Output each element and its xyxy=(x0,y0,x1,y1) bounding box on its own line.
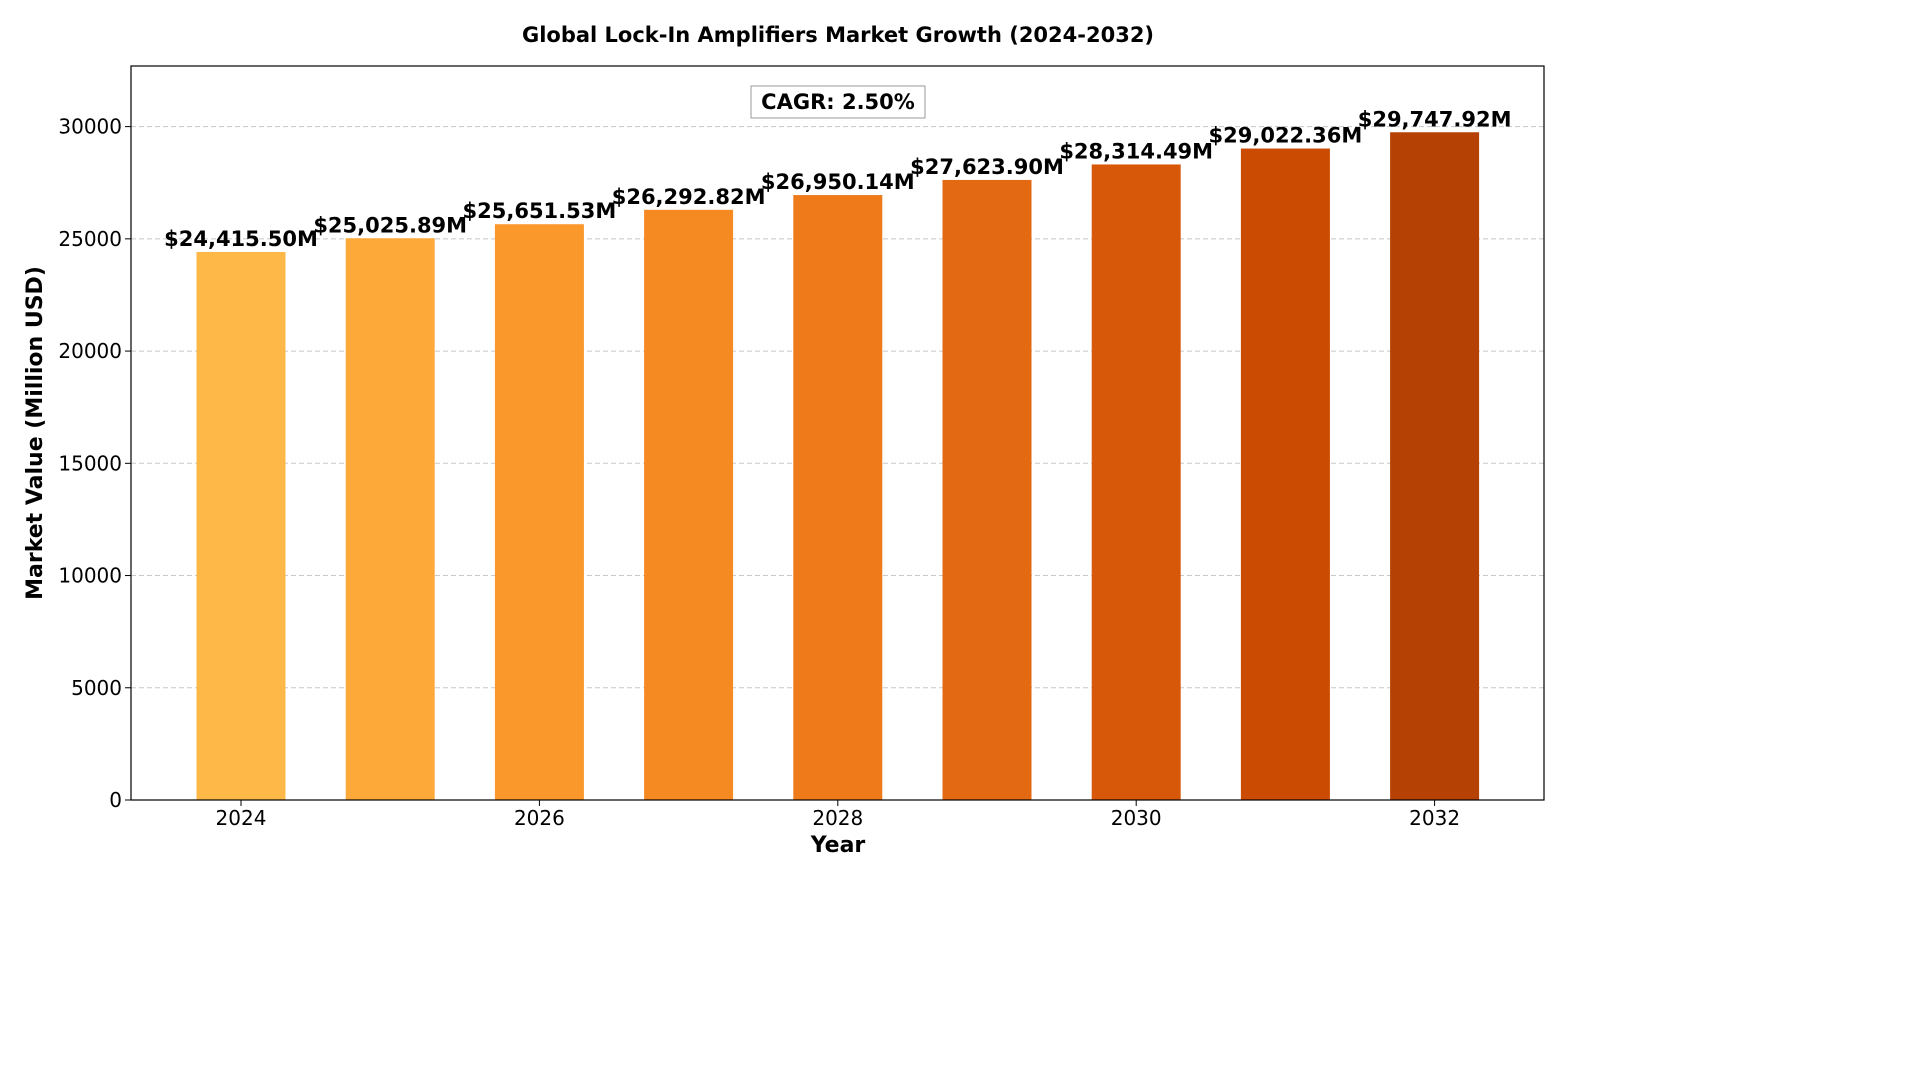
cagr-label: CAGR: 2.50% xyxy=(761,90,915,114)
bar-2026 xyxy=(494,224,584,800)
bars xyxy=(196,132,1480,801)
data-labels: $24,415.50M$25,025.89M$25,651.53M$26,292… xyxy=(164,107,1511,251)
x-axis-label: Year xyxy=(810,833,866,858)
bar-chart: Global Lock-In Amplifiers Market Growth … xyxy=(23,23,1545,858)
data-label-2032: $29,747.92M xyxy=(1358,107,1512,131)
chart-title: Global Lock-In Amplifiers Market Growth … xyxy=(522,23,1154,47)
y-tick-label: 10000 xyxy=(58,564,122,588)
data-label-2024: $24,415.50M xyxy=(164,227,318,251)
x-tick-label: 2030 xyxy=(1111,806,1162,830)
bar-2029 xyxy=(942,179,1032,800)
x-tick-label: 2026 xyxy=(514,806,565,830)
y-tick-label: 15000 xyxy=(58,451,122,475)
y-tick-label: 5000 xyxy=(71,676,122,700)
y-tick-label: 30000 xyxy=(58,115,122,139)
bar-2028 xyxy=(793,195,883,800)
bar-2025 xyxy=(345,238,435,800)
data-label-2025: $25,025.89M xyxy=(313,213,467,237)
data-label-2027: $26,292.82M xyxy=(612,185,766,209)
cagr-box xyxy=(750,85,926,119)
data-label-2030: $28,314.49M xyxy=(1059,139,1213,163)
x-tick-label: 2032 xyxy=(1409,806,1460,830)
data-label-2029: $27,623.90M xyxy=(910,155,1064,179)
data-label-2026: $25,651.53M xyxy=(463,199,617,223)
y-tick-label: 0 xyxy=(109,788,122,812)
x-ticks: 2024 2026 2028 2030 2032 xyxy=(216,800,1460,830)
cagr-annotation: CAGR: 2.50% xyxy=(750,85,926,119)
y-tick-label: 20000 xyxy=(58,339,122,363)
x-tick-label: 2028 xyxy=(812,806,863,830)
data-label-2031: $29,022.36M xyxy=(1209,124,1363,148)
x-tick-label: 2024 xyxy=(216,806,267,830)
bar-2027 xyxy=(644,209,734,800)
y-ticks: 0 5000 10000 15000 20000 25000 30000 xyxy=(58,115,131,812)
bar-2024 xyxy=(196,251,286,800)
bar-2031 xyxy=(1240,148,1330,801)
bar-2030 xyxy=(1091,164,1181,800)
y-tick-label: 25000 xyxy=(58,227,122,251)
y-axis-label: Market Value (Million USD) xyxy=(23,266,48,600)
data-label-2028: $26,950.14M xyxy=(761,170,915,194)
bar-2032 xyxy=(1390,132,1480,801)
